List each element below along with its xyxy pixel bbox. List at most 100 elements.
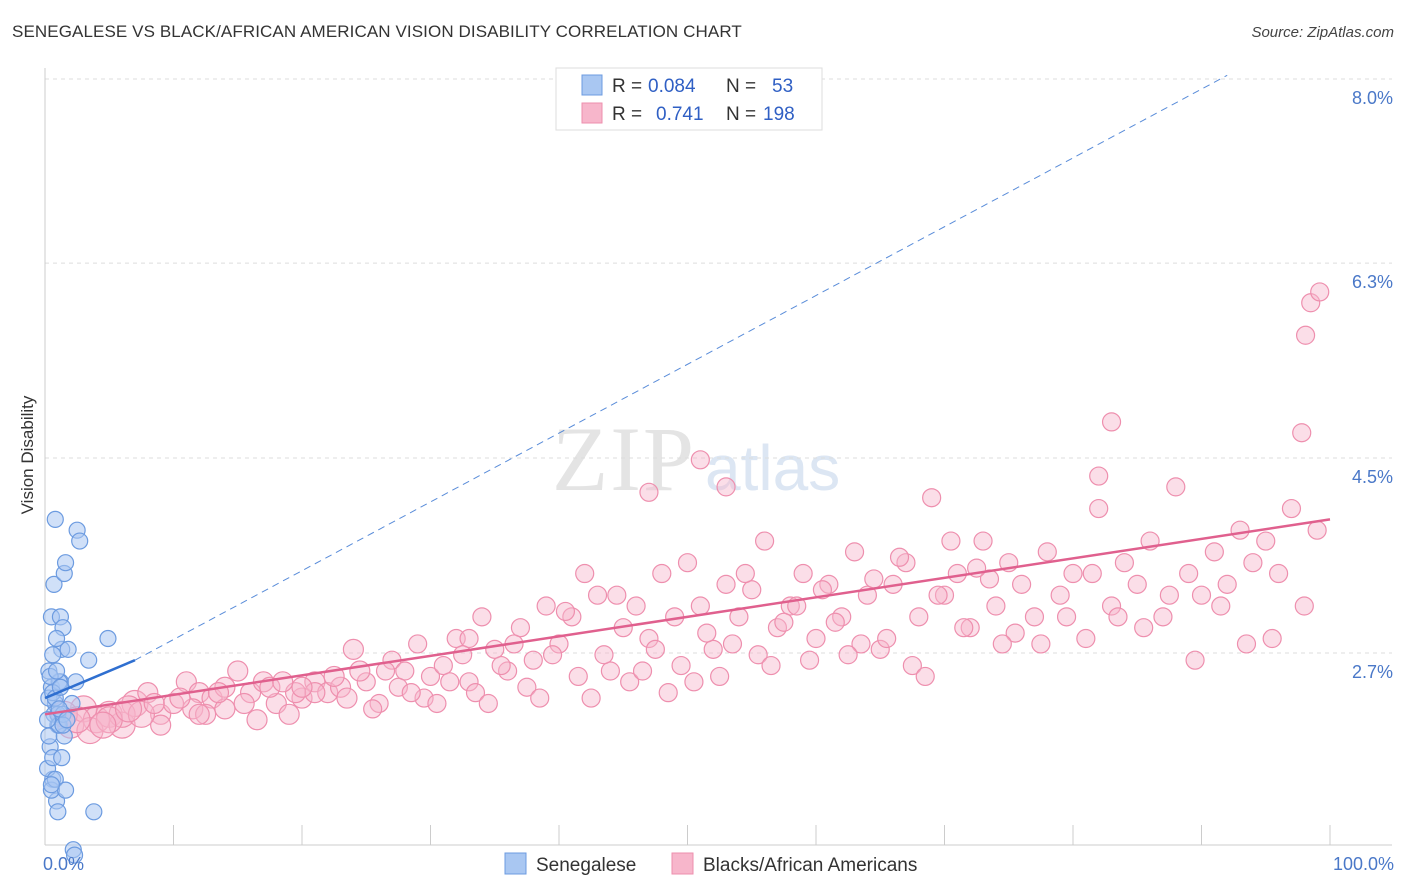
pink-data-point (195, 703, 217, 725)
legend-n-value-1: 53 (772, 76, 793, 97)
pink-data-point (491, 655, 511, 676)
pink-data-point (934, 585, 955, 605)
pink-data-point (214, 698, 236, 720)
pink-data-point (1292, 423, 1312, 443)
legend-swatch-blacks (581, 102, 603, 124)
blue-data-point (65, 846, 84, 864)
blue-data-point (80, 651, 98, 669)
pink-data-point (485, 639, 505, 659)
chart-title: SENEGALESE VS BLACK/AFRICAN AMERICAN VIS… (12, 22, 742, 41)
pink-data-point (542, 645, 563, 665)
pink-data-point (369, 693, 389, 714)
series-senegalese (38, 510, 117, 864)
pink-data-point (555, 601, 576, 622)
pink-data-point (851, 634, 871, 654)
pink-data-point (408, 634, 428, 654)
pink-data-point (1217, 574, 1237, 594)
legend-r-label-2: R = (612, 104, 642, 125)
pink-data-point (1159, 585, 1179, 605)
pink-data-point (1295, 325, 1316, 345)
pink-data-point (304, 682, 326, 704)
pink-trend-line (44, 518, 1331, 716)
blue-data-point (42, 776, 61, 794)
pink-data-point (1011, 574, 1032, 594)
pink-data-point (530, 688, 550, 708)
pink-data-point (272, 671, 294, 693)
pink-data-point (1256, 531, 1276, 551)
pink-data-point (947, 563, 967, 584)
pink-data-point (233, 692, 255, 715)
blue-data-point (44, 646, 62, 664)
pink-data-point (278, 703, 300, 725)
pink-data-point (671, 655, 691, 676)
pink-data-point (1211, 596, 1231, 616)
pink-data-point (227, 660, 249, 682)
pink-data-point (1204, 542, 1224, 562)
pink-data-point (645, 639, 665, 659)
pink-data-point (575, 563, 595, 584)
pink-data-point (690, 450, 710, 470)
x-ticks (173, 825, 1331, 845)
pink-data-point (433, 655, 453, 676)
pink-data-point (169, 687, 191, 709)
legend-n-label-2: N = (726, 104, 756, 125)
y-tick-label: 4.5% (1352, 467, 1393, 487)
pink-data-point (774, 612, 794, 632)
pink-data-point (1179, 563, 1199, 584)
pink-data-point (188, 703, 210, 725)
x-tick-label-max: 100.0% (1333, 854, 1394, 874)
pink-data-point (1166, 477, 1186, 497)
pink-data-point (568, 666, 588, 687)
pink-data-point (1089, 498, 1109, 519)
pink-data-point (960, 618, 980, 638)
pink-data-point (889, 547, 910, 567)
watermark-atlas: atlas (705, 432, 840, 504)
blue-data-point (71, 532, 89, 550)
pink-data-point (478, 693, 498, 714)
pink-data-point (806, 628, 826, 649)
pink-data-point (844, 542, 865, 562)
correlation-legend: R = 0.084 N = 53 R = 0.741 N = 198 (555, 67, 823, 131)
pink-data-point (1050, 585, 1070, 605)
blue-trend-line-dashed (134, 74, 1228, 661)
pink-data-point (440, 672, 460, 692)
pink-data-point (825, 612, 845, 632)
watermark: ZIP atlas (552, 408, 840, 510)
pink-data-point (922, 488, 942, 508)
pink-data-point (1185, 650, 1205, 670)
pink-data-point (812, 580, 833, 600)
pink-data-point (1089, 466, 1109, 486)
pink-data-point (658, 683, 678, 703)
pink-data-point (832, 607, 852, 627)
pink-data-point (472, 607, 492, 627)
pink-data-point (1243, 553, 1263, 573)
pink-data-point (329, 676, 352, 698)
pink-data-point (498, 661, 518, 681)
pink-data-point (973, 531, 993, 551)
pink-data-point (742, 580, 762, 600)
pink-data-point (89, 711, 117, 739)
pink-data-point (600, 661, 621, 681)
trend-lines (44, 74, 1331, 716)
pink-data-point (356, 672, 376, 692)
pink-data-point (317, 682, 339, 704)
legend-n-value-2: 198 (763, 104, 795, 125)
pink-data-point (459, 628, 479, 649)
pink-data-point (1294, 596, 1314, 616)
pink-data-point (902, 655, 922, 676)
blue-data-point (38, 711, 57, 729)
blue-data-point (45, 575, 63, 593)
pink-data-point (684, 672, 704, 692)
pink-data-point (523, 650, 543, 670)
pink-data-point (1134, 618, 1154, 638)
pink-data-point (877, 628, 897, 649)
pink-data-point (915, 666, 935, 687)
pink-data-point (761, 655, 781, 676)
pink-data-point (395, 661, 415, 681)
pink-data-point (581, 688, 601, 708)
pink-data-point (291, 676, 313, 698)
blue-data-point (46, 510, 64, 528)
pink-data-point (1063, 563, 1083, 584)
pink-data-point (388, 677, 408, 697)
